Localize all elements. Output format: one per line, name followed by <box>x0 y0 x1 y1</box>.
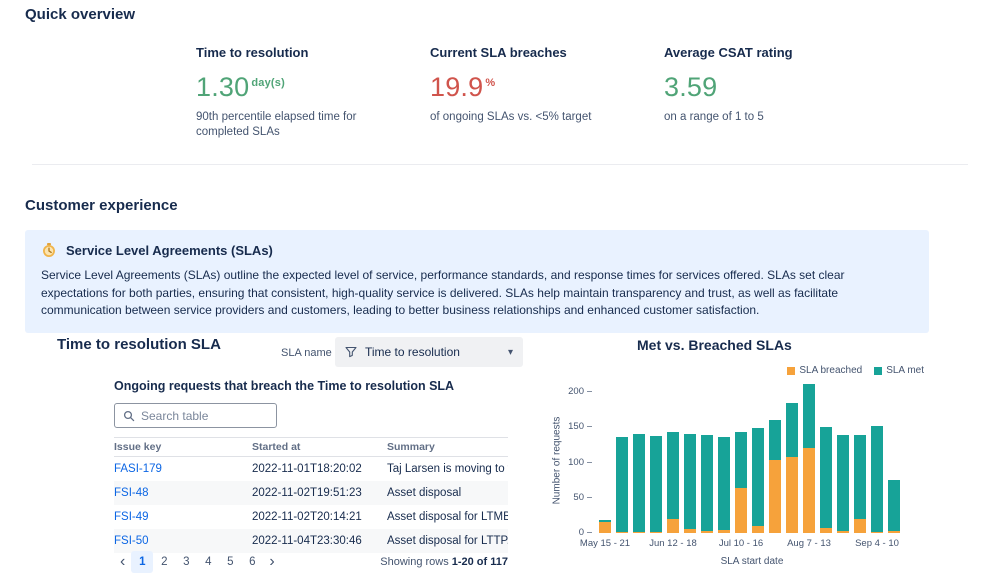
chart-title: Met vs. Breached SLAs <box>637 337 792 353</box>
column-header-summary: Summary <box>387 441 435 453</box>
x-axis-label: SLA start date <box>720 556 784 567</box>
issue-key-link[interactable]: FSI-50 <box>114 535 149 547</box>
legend-label: SLA met <box>886 365 924 376</box>
chevron-down-icon: ▾ <box>507 346 513 358</box>
table-row[interactable]: FSI-48 2022-11-02T19:51:23 Asset disposa… <box>114 481 508 505</box>
showing-rows-text: Showing rows 1-20 of 117 <box>380 556 508 568</box>
showing-range: 1-20 of 117 <box>451 556 508 568</box>
metric-description: 90th percentile elapsed time for complet… <box>196 111 357 138</box>
summary-cell: Asset disposal for LTMB... <box>387 511 508 523</box>
x-axis: May 15 - 21 Jun 12 - 18 Jul 10 - 16 Aug 7 -… <box>579 538 899 549</box>
ttr-section-title: Time to resolution SLA <box>57 336 221 353</box>
table-header-row: Issue key Started at Summary <box>114 437 508 457</box>
sla-name-filter-label: SLA name <box>281 347 332 359</box>
chart-bar[interactable] <box>599 378 611 533</box>
info-panel-title: Service Level Agreements (SLAs) <box>66 242 273 258</box>
started-at-cell: 2022-11-04T23:30:46 <box>252 535 362 547</box>
chart-bar[interactable] <box>650 378 662 533</box>
chart-bar[interactable] <box>854 378 866 533</box>
chart-legend: SLA breached SLA met <box>787 365 924 376</box>
chart-bar[interactable] <box>803 378 815 533</box>
quick-overview-title: Quick overview <box>25 6 136 23</box>
issue-key-link[interactable]: FASI-179 <box>114 463 162 475</box>
metrics-row: Time to resolution 1.30 day(s) 90th perce… <box>196 45 898 140</box>
metric-value: 1.30 day(s) <box>196 72 285 102</box>
chart-bar[interactable] <box>820 378 832 533</box>
page-button-6[interactable]: 6 <box>249 556 256 568</box>
started-at-cell: 2022-11-02T19:51:23 <box>252 487 362 499</box>
metric-time-to-resolution: Time to resolution 1.30 day(s) 90th perce… <box>196 45 430 140</box>
metric-value: 19.9% <box>430 72 496 102</box>
metric-value: 3.59 <box>664 72 718 102</box>
breach-table: Issue key Started at Summary FASI-179 20… <box>114 437 508 553</box>
y-axis: 0 50 100 150 200 <box>550 378 594 538</box>
sla-name-dropdown-value: Time to resolution <box>365 345 460 359</box>
metric-label: Average CSAT rating <box>664 45 793 60</box>
chart-bar[interactable] <box>735 378 747 533</box>
legend-item-met[interactable]: SLA met <box>874 365 924 376</box>
metric-label: Current SLA breaches <box>430 45 567 60</box>
chart-bar[interactable] <box>718 378 730 533</box>
metric-label: Time to resolution <box>196 45 309 60</box>
column-header-started-at: Started at <box>252 441 301 453</box>
page-button-1[interactable]: 1 <box>131 551 154 573</box>
table-search <box>114 403 277 428</box>
filter-funnel-icon <box>345 346 357 358</box>
prev-page-icon[interactable]: ‹ <box>120 553 126 570</box>
customer-experience-title: Customer experience <box>25 197 178 214</box>
search-icon <box>123 410 135 422</box>
page-button-5[interactable]: 5 <box>227 556 234 568</box>
sla-clock-icon <box>41 242 57 258</box>
metric-unit: day(s) <box>251 77 285 89</box>
table-row[interactable]: FSI-49 2022-11-02T20:14:21 Asset disposa… <box>114 505 508 529</box>
metric-description: of ongoing SLAs vs. <5% target <box>430 111 592 123</box>
issue-key-link[interactable]: FSI-49 <box>114 511 149 523</box>
metric-description: on a range of 1 to 5 <box>664 111 764 123</box>
chart-bar[interactable] <box>633 378 645 533</box>
search-input[interactable] <box>141 408 251 423</box>
table-pagination: ‹ 1 2 3 4 5 6 › Showing rows 1-20 of 117 <box>114 551 508 573</box>
chart-bar[interactable] <box>616 378 628 533</box>
started-at-cell: 2022-11-02T20:14:21 <box>252 511 362 523</box>
chart-bar[interactable] <box>837 378 849 533</box>
summary-cell: Asset disposal for LTTP... <box>387 535 508 547</box>
chart-bar[interactable] <box>667 378 679 533</box>
legend-item-breached[interactable]: SLA breached <box>787 365 862 376</box>
breach-table-title: Ongoing requests that breach the Time to… <box>114 379 455 393</box>
chart-bar[interactable] <box>752 378 764 533</box>
chart-bar[interactable] <box>701 378 713 533</box>
metric-csat-rating: Average CSAT rating 3.59 on a range of 1… <box>664 45 898 140</box>
started-at-cell: 2022-11-01T18:20:02 <box>252 463 362 475</box>
next-page-icon[interactable]: › <box>269 553 275 570</box>
page-button-4[interactable]: 4 <box>205 556 212 568</box>
table-row[interactable]: FSI-50 2022-11-04T23:30:46 Asset disposa… <box>114 529 508 553</box>
legend-label: SLA breached <box>799 365 863 376</box>
issue-key-link[interactable]: FSI-48 <box>114 487 149 499</box>
sla-name-dropdown[interactable]: Time to resolution ▾ <box>335 337 523 367</box>
sla-info-panel: Service Level Agreements (SLAs) Service … <box>25 230 929 333</box>
column-header-issue-key: Issue key <box>114 441 162 453</box>
chart-bar[interactable] <box>769 378 781 533</box>
chart-bar[interactable] <box>871 378 883 533</box>
chart-bar[interactable] <box>786 378 798 533</box>
section-divider <box>32 164 968 165</box>
metric-sla-breaches: Current SLA breaches 19.9% of ongoing SL… <box>430 45 664 140</box>
summary-cell: Asset disposal <box>387 487 462 499</box>
page-button-3[interactable]: 3 <box>183 556 190 568</box>
legend-swatch-breached <box>787 366 796 375</box>
table-row[interactable]: FASI-179 2022-11-01T18:20:02 Taj Larsen … <box>114 457 508 481</box>
metric-unit: % <box>485 77 496 89</box>
summary-cell: Taj Larsen is moving to t... <box>387 463 508 475</box>
info-panel-body: Service Level Agreements (SLAs) outline … <box>41 268 845 317</box>
page-button-2[interactable]: 2 <box>161 556 168 568</box>
chart-bar[interactable] <box>684 378 696 533</box>
legend-swatch-met <box>874 366 883 375</box>
sla-chart-plot <box>599 378 905 533</box>
sla-chart: SLA breached SLA met Number of requests … <box>550 360 930 572</box>
chart-bar[interactable] <box>888 378 900 533</box>
